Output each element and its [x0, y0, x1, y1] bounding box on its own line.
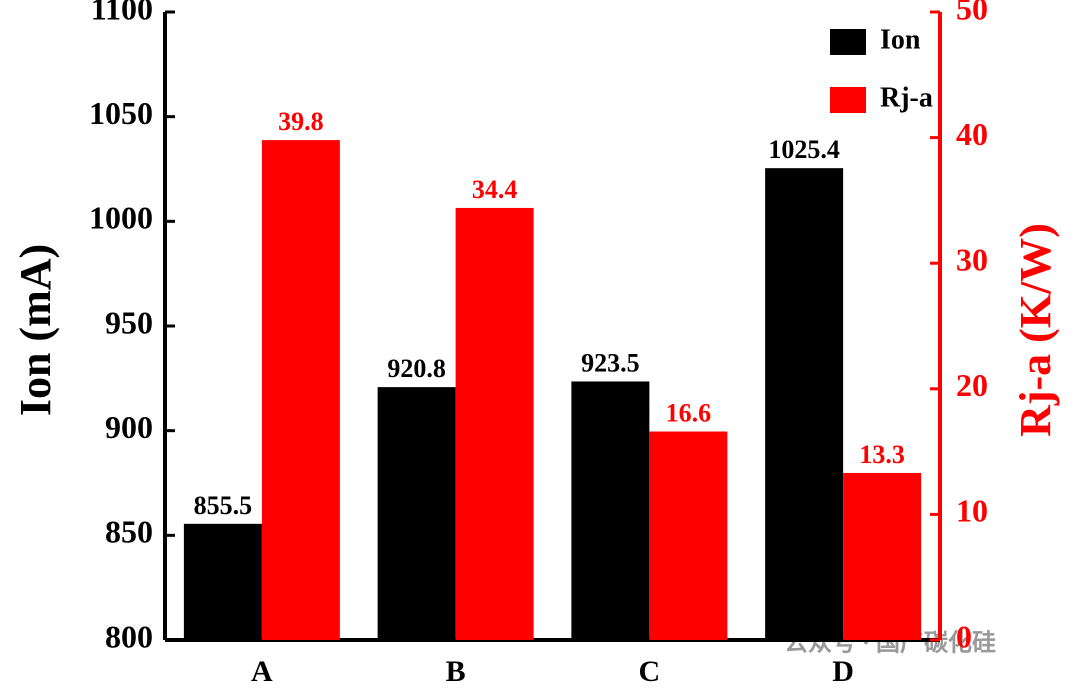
- y-tick-label: 800: [105, 618, 153, 654]
- value-label: 923.5: [581, 348, 640, 377]
- bar: [649, 431, 728, 640]
- bar: [261, 140, 340, 640]
- x-tick-label: C: [639, 655, 661, 688]
- y-tick-label: 900: [105, 409, 153, 445]
- value-label: 34.4: [472, 175, 518, 204]
- value-label: 855.5: [194, 491, 253, 520]
- bar: [843, 472, 922, 640]
- legend-label: Rj-a: [880, 82, 933, 113]
- y-tick-label: 850: [105, 514, 153, 550]
- y-tick-label: 1100: [91, 0, 153, 26]
- y-tick-label: 1000: [89, 200, 153, 236]
- y2-tick-label: 40: [956, 116, 988, 152]
- y-axis-label: Ion (mA): [11, 244, 60, 416]
- value-label: 13.3: [859, 440, 905, 469]
- y-tick-label: 950: [105, 304, 153, 340]
- y2-tick-label: 20: [956, 367, 988, 403]
- y2-tick-label: 0: [956, 618, 972, 654]
- y2-tick-label: 50: [956, 0, 988, 26]
- value-label: 1025.4: [768, 135, 840, 164]
- x-tick-label: A: [251, 655, 273, 688]
- y2-tick-label: 30: [956, 242, 988, 278]
- y2-tick-label: 10: [956, 493, 988, 529]
- bar: [183, 523, 262, 640]
- x-tick-label: B: [446, 655, 466, 688]
- value-label: 16.6: [666, 398, 712, 427]
- legend-label: Ion: [880, 24, 921, 55]
- y-tick-label: 1050: [89, 95, 153, 131]
- value-label: 920.8: [387, 354, 446, 383]
- value-label: 39.8: [278, 107, 324, 136]
- bar: [377, 387, 456, 640]
- legend-swatch: [830, 29, 866, 55]
- x-tick-label: D: [832, 655, 854, 688]
- bar: [571, 381, 650, 640]
- bar: [455, 207, 534, 640]
- y2-axis-label: Rj-a (K/W): [1011, 223, 1060, 437]
- bar: [765, 168, 844, 641]
- legend-swatch: [830, 87, 866, 113]
